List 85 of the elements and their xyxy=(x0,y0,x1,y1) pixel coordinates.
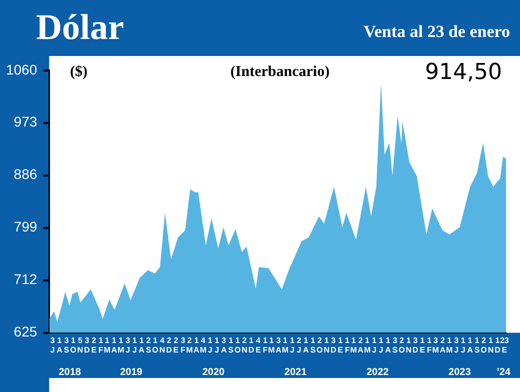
x-tick-label: 1 F xyxy=(262,336,268,354)
x-tick-label: 3 M xyxy=(432,336,440,354)
annotation: (Interbancario) xyxy=(229,64,331,81)
x-tick-label: 1 A xyxy=(138,336,145,354)
x-tick-label: 1 O xyxy=(234,336,241,354)
x-tick-label: 1 O xyxy=(152,336,158,354)
x-tick-label: 1 A xyxy=(111,336,118,354)
x-tick-label: 3 J xyxy=(454,336,460,354)
x-tick-label: 1 A xyxy=(467,336,474,354)
x-tick-label: 1 S xyxy=(474,336,480,354)
x-tick-label: 1 A xyxy=(385,336,392,354)
chart-subtitle: Venta al 23 de enero xyxy=(364,22,510,42)
x-tick-label: 3 J xyxy=(126,336,131,354)
x-tick-label: 4 E xyxy=(256,336,262,354)
y-tick-label: 973 xyxy=(14,114,38,130)
x-tick-label: 3 A xyxy=(276,336,282,354)
x-tick-label: 3 J xyxy=(50,336,56,354)
x-tick-label: 1 F xyxy=(344,336,350,354)
x-tick-label: 2 E xyxy=(91,336,98,354)
annotation: 914,50 xyxy=(425,60,502,85)
x-tick-label: 1 N xyxy=(488,336,494,354)
x2-tick-label: ’24 xyxy=(496,366,511,378)
x-tick-label: 1 J xyxy=(214,336,220,354)
x-tick-label: 1 F xyxy=(426,336,432,354)
x-tick-label: 3 S xyxy=(392,336,398,354)
x-tick-label: 1 D xyxy=(494,336,501,354)
x-tick-label: 1 M xyxy=(282,336,289,354)
x-tick-label: 2 J xyxy=(296,336,302,354)
y-tick-label: 886 xyxy=(14,166,38,182)
x-tick-label: 2 O xyxy=(480,336,487,354)
x-tick-label: 2 S xyxy=(146,336,152,354)
x-tick-label: 1 J xyxy=(132,336,138,354)
y-axis-title: ($) xyxy=(70,64,88,81)
x2-tick-label: 2023 xyxy=(448,366,472,378)
x-tick-label: 1 M xyxy=(104,336,111,354)
x-tick-label: 2 N xyxy=(242,336,248,354)
x-tick-label: 2 A xyxy=(358,336,364,354)
x-tick-label: 1 A xyxy=(303,336,310,354)
y-tick-label: 712 xyxy=(14,271,38,288)
x-tick-label: 1 M xyxy=(350,336,358,354)
x-tick-label: 1 M xyxy=(364,336,371,354)
y-tick-label: 799 xyxy=(14,218,38,235)
x-tick-label: 1 F xyxy=(98,336,104,354)
x2-tick-label: 2021 xyxy=(284,366,308,378)
x-tick-label: 3 D xyxy=(330,336,336,354)
x-tick-label: 1 J xyxy=(372,336,378,354)
x-tick-label: 1 J xyxy=(290,336,295,354)
x-tick-label: 2 M xyxy=(186,336,194,354)
x2-tick-label: 2018 xyxy=(58,366,82,378)
x-tick-label: 2 A xyxy=(440,336,446,354)
x2-tick-label: 2022 xyxy=(366,366,390,378)
x-tick-label: 1 E xyxy=(420,336,426,354)
x-tick-label: 1 M xyxy=(118,336,125,354)
x-tick-label: 3 D xyxy=(84,336,90,354)
x-tick-label: 3 F xyxy=(180,336,186,354)
chart-title: Dólar xyxy=(36,6,124,48)
x-tick-label: 1 E xyxy=(338,336,344,354)
x-tick-label: 3 D xyxy=(412,336,419,354)
x2-tick-label: 2020 xyxy=(202,366,226,378)
x-tick-label: 4 M xyxy=(200,336,207,354)
x-tick-label: 1 N xyxy=(324,336,330,354)
x-tick-label: 1 S xyxy=(228,336,234,354)
x-tick-label: 1 M xyxy=(446,336,454,354)
x-tick-label: 1 J xyxy=(208,336,213,354)
x-tick-label: 1 S xyxy=(310,336,316,354)
y-tick-label: 1060 xyxy=(6,61,38,78)
x-tick-label: 3 S xyxy=(64,336,70,354)
x-tick-label: 1 N xyxy=(406,336,412,354)
x-tick-label: 2 O xyxy=(398,336,405,354)
x-tick-label: 2 O xyxy=(316,336,323,354)
x-tick-label: 1 D xyxy=(248,336,254,354)
x-tick-label: 1 J xyxy=(460,336,466,354)
y-tick-label: 625 xyxy=(14,324,38,340)
x-tick-label: 1 A xyxy=(56,336,63,354)
x-tick-label: 23 E xyxy=(500,336,510,354)
x-tick-label: 1 M xyxy=(268,336,276,354)
x-tick-label: 1 J xyxy=(378,336,384,354)
x-tick-label: 1 O xyxy=(70,336,76,354)
x-tick-label: 1 A xyxy=(194,336,200,354)
x-tick-label: 2 E xyxy=(173,336,180,354)
x2-tick-label: 2019 xyxy=(120,366,143,378)
x-tick-label: 2 D xyxy=(166,336,172,354)
x-tick-label: 5 N xyxy=(77,336,84,354)
x-tick-label: 3 A xyxy=(220,336,227,354)
x-tick-label: 4 N xyxy=(159,336,166,354)
